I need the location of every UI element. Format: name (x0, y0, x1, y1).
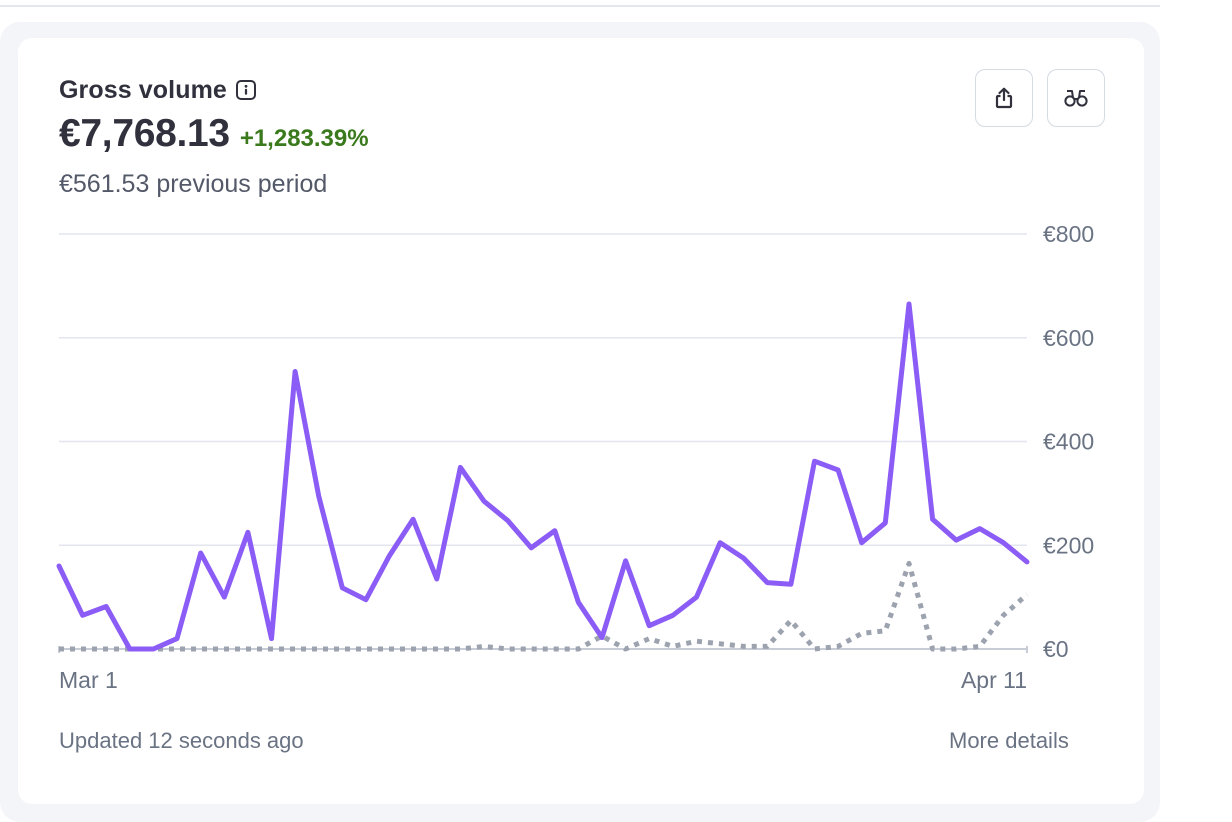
current-period-line (56, 301, 1030, 652)
export-button[interactable] (975, 69, 1033, 127)
card-header: Gross volume (59, 74, 257, 106)
binoculars-icon (1064, 90, 1088, 107)
x-start-label: Mar 1 (59, 667, 118, 693)
updated-timestamp: Updated 12 seconds ago (59, 728, 304, 753)
card-title: Gross volume (59, 75, 227, 104)
previous-period-value: €561.53 previous period (59, 170, 328, 198)
percent-change: +1,283.39% (239, 125, 369, 152)
y-tick-label: €800 (1043, 221, 1094, 247)
value-row: €7,768.13 +1,283.39% (59, 112, 369, 156)
y-tick-label: €0 (1043, 636, 1069, 662)
info-icon[interactable] (235, 79, 257, 101)
y-tick-label: €600 (1043, 325, 1094, 351)
share-export-icon (995, 87, 1013, 109)
y-tick-label: €200 (1043, 532, 1094, 558)
gross-volume-value: €7,768.13 (59, 112, 230, 155)
previous-period-line (59, 560, 1029, 652)
gross-volume-card[interactable] (18, 38, 1144, 804)
explore-button[interactable] (1047, 69, 1105, 127)
top-divider (0, 5, 1160, 7)
more-details-link[interactable]: More details (949, 728, 1069, 753)
x-end-label: Apr 11 (961, 667, 1027, 693)
y-tick-label: €400 (1043, 429, 1094, 455)
